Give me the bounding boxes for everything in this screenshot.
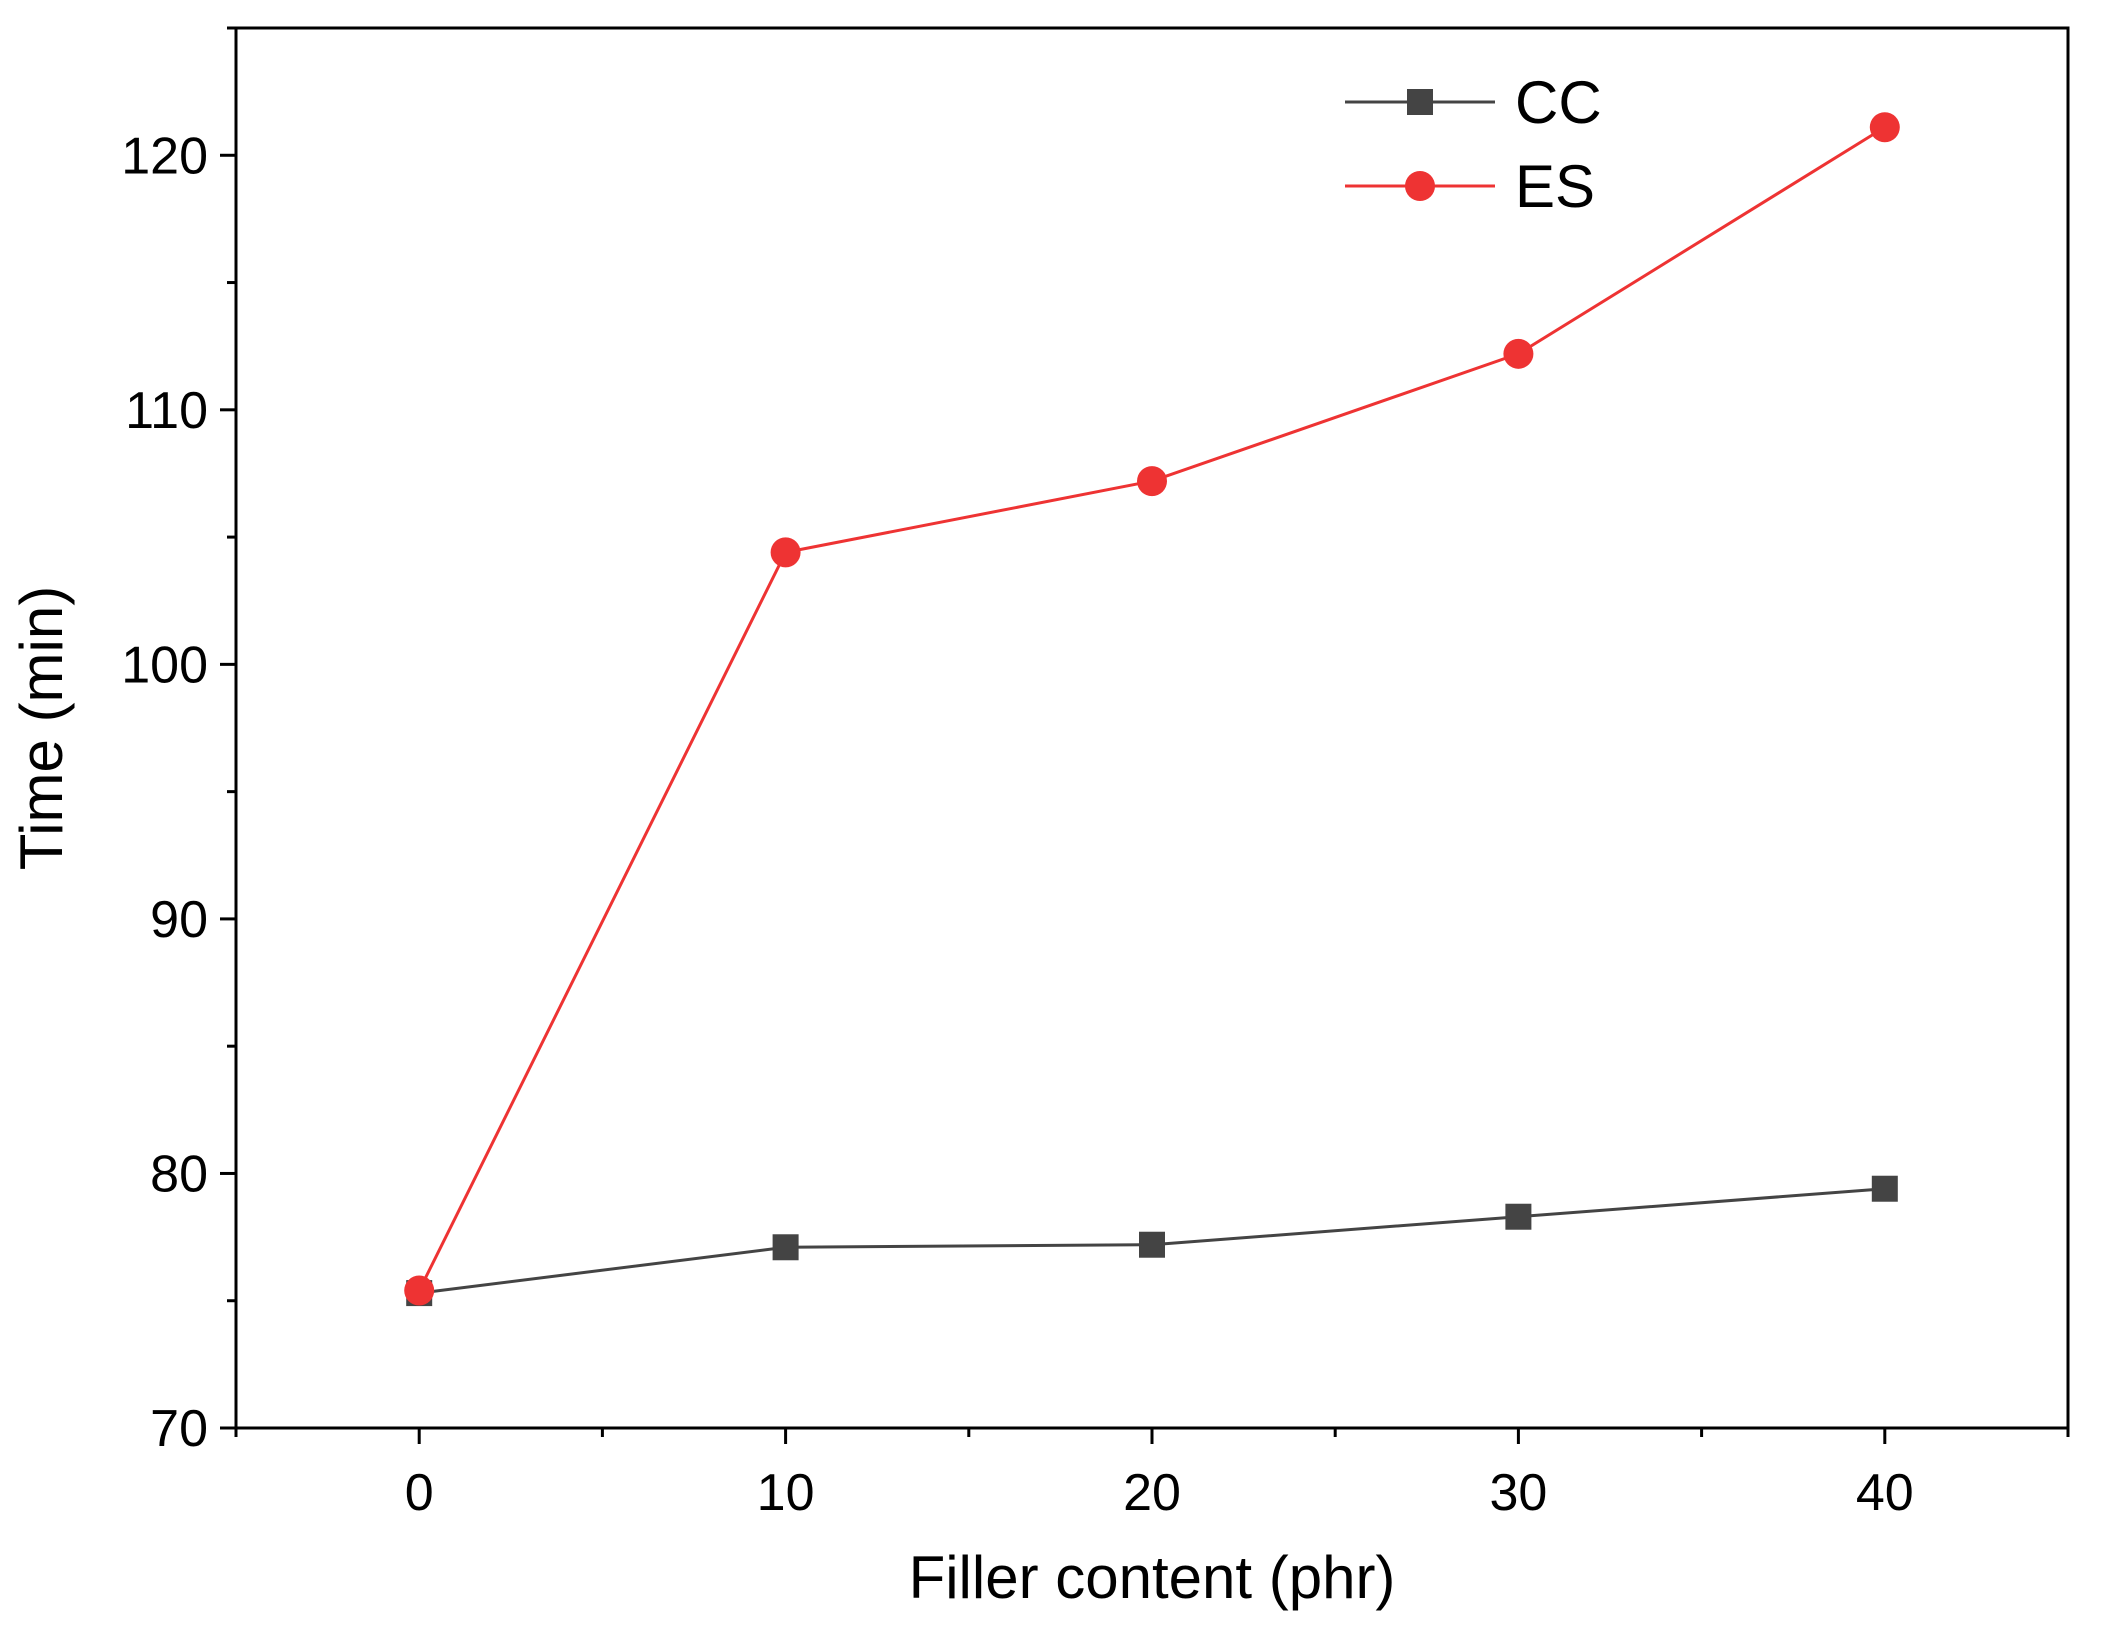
legend-marker	[1405, 171, 1435, 201]
series-cc	[406, 1175, 1898, 1307]
x-tick-label: 30	[1489, 1464, 1547, 1522]
data-point-cc	[1505, 1203, 1532, 1230]
x-tick-label: 10	[757, 1464, 815, 1522]
y-tick-label: 100	[121, 636, 208, 694]
y-axis-title: Time (min)	[8, 586, 75, 870]
data-point-es	[1503, 338, 1534, 369]
data-point-es	[770, 537, 801, 568]
y-tick-label: 70	[150, 1400, 208, 1458]
x-tick-label: 20	[1123, 1464, 1181, 1522]
data-point-es	[1869, 112, 1900, 143]
data-point-es	[404, 1275, 435, 1306]
data-point-cc	[772, 1234, 799, 1261]
legend-item-es: ES	[1345, 153, 1595, 220]
legend-item-cc: CC	[1345, 69, 1602, 136]
legend: CC ES	[1345, 69, 1602, 220]
series-layer	[404, 112, 1900, 1307]
x-tick-label: 40	[1856, 1464, 1914, 1522]
y-tick-label: 110	[125, 382, 208, 440]
plot-frame	[234, 26, 2070, 1430]
axes: 0 10 20 30 40 70 80 90 100 110 120	[121, 26, 2070, 1522]
data-point-cc	[1871, 1175, 1898, 1202]
y-tick-label: 90	[150, 891, 208, 949]
data-point-cc	[1139, 1231, 1165, 1258]
data-point-es	[1137, 466, 1167, 497]
y-tick-label: 120	[121, 127, 208, 185]
series-line-es	[417, 125, 1886, 1292]
y-tick-label: 80	[150, 1145, 208, 1203]
series-es	[404, 112, 1900, 1306]
x-tick-label: 0	[405, 1464, 434, 1522]
legend-label: CC	[1515, 69, 1602, 136]
legend-label: ES	[1515, 153, 1595, 220]
x-axis-title: Filler content (phr)	[909, 1544, 1396, 1611]
legend-marker	[1407, 89, 1433, 115]
